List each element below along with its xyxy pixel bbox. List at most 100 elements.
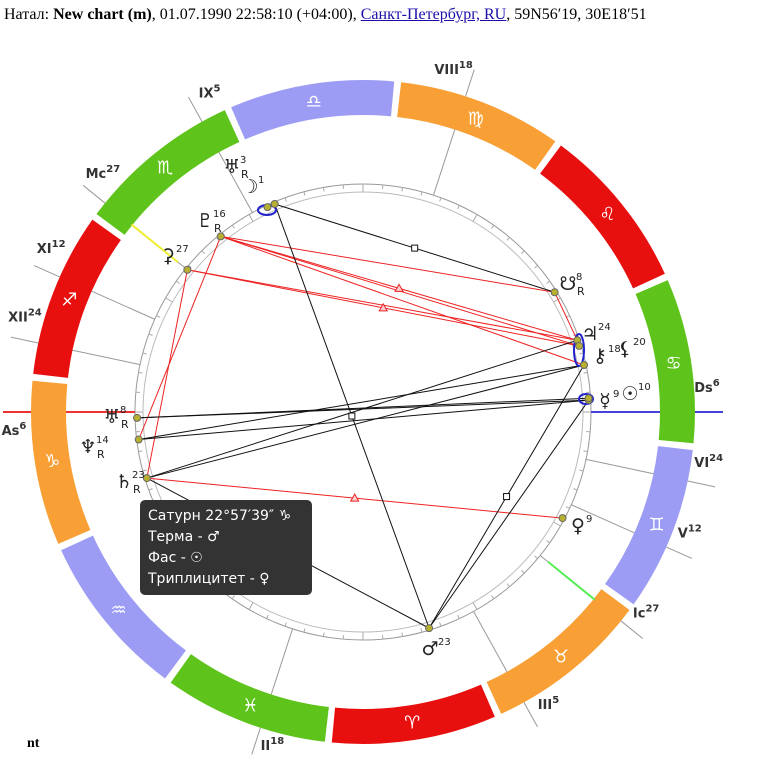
- degree-tick: [284, 622, 287, 627]
- angle-axis: [547, 561, 596, 601]
- sign-glyph: ♎: [306, 91, 322, 112]
- degree-tick: [472, 602, 478, 610]
- planet-dot: [134, 435, 143, 444]
- house-label: As6: [2, 421, 27, 439]
- sign-glyph: ♐: [61, 289, 77, 310]
- degree-tick: [579, 469, 584, 472]
- house-degree: 18: [270, 736, 284, 747]
- sign-glyph: ♋: [666, 353, 682, 374]
- conjunction-mark: [573, 333, 585, 367]
- house-label: VI24: [694, 453, 723, 471]
- planet-dot: [584, 394, 593, 403]
- house-label: XII24: [8, 307, 42, 325]
- house-cusp: [585, 458, 654, 475]
- house-outer: [188, 96, 203, 122]
- degree-tick: [521, 570, 525, 574]
- place-link[interactable]: Санкт-Петербург, RU: [360, 6, 507, 23]
- planet-glyph: ☽: [241, 176, 258, 198]
- planet-dot: [580, 361, 589, 370]
- house-outer: [10, 336, 39, 344]
- aspect-symbol: [378, 302, 389, 312]
- sign-segment: [540, 145, 665, 289]
- planet-glyph: ♆: [79, 436, 96, 458]
- coords: , 59N56′19, 30E18′51: [506, 6, 647, 23]
- sign-segment: [635, 280, 695, 444]
- chart-name: New chart (m): [53, 6, 152, 23]
- planet-degree: 9: [613, 389, 619, 400]
- aspect-line: [220, 235, 555, 293]
- sign-segment: [486, 589, 630, 714]
- degree-tick: [565, 506, 570, 509]
- house-label: II18: [261, 736, 285, 754]
- degree-tick: [579, 352, 584, 355]
- planet-glyph: ♇: [196, 210, 213, 232]
- degree-tick: [420, 191, 423, 196]
- degree-tick: [165, 297, 173, 303]
- house-outer: [666, 546, 693, 559]
- degree-tick: [142, 352, 147, 355]
- house-name: VI: [694, 456, 709, 471]
- tooltip-line: Триплицитет - ♀: [148, 571, 270, 587]
- planet-degree: 1: [258, 175, 264, 186]
- planet-glyph: ⚷: [593, 345, 607, 367]
- sign-segment: [397, 82, 556, 170]
- house-outer: [620, 620, 644, 639]
- house-degree: 24: [709, 453, 723, 464]
- sign-glyph: ♈: [404, 713, 420, 734]
- planet-degree: 8: [576, 272, 582, 283]
- house-cusp: [91, 290, 155, 320]
- aspect-line: [146, 364, 585, 479]
- planet-dot: [550, 288, 559, 297]
- house-degree: 6: [713, 378, 720, 389]
- planet-degree: 24: [598, 322, 611, 333]
- aspect-line: [137, 399, 589, 419]
- aspect-symbol: [349, 493, 360, 502]
- sign-glyph: ♍: [468, 108, 484, 129]
- degree-tick: [231, 595, 235, 600]
- degree-tick: [142, 469, 147, 472]
- house-label: III5: [538, 695, 560, 713]
- house-label: V12: [678, 523, 702, 541]
- planet-degree: 14: [96, 435, 109, 446]
- house-cusp: [218, 151, 253, 213]
- house-cusp: [473, 611, 508, 673]
- aspect-symbol: [394, 283, 404, 292]
- house-name: Ic: [633, 607, 646, 622]
- planet-retro: R: [241, 168, 249, 181]
- angle-axis: [130, 223, 179, 263]
- house-name: VIII: [434, 63, 459, 78]
- house-cusp: [571, 504, 635, 534]
- house-name: XII: [8, 310, 28, 325]
- aspect-line: [146, 269, 188, 479]
- degree-tick: [322, 187, 325, 192]
- degree-tick: [148, 333, 153, 336]
- planet-glyph: ♀: [571, 515, 585, 537]
- sign-segment: [605, 446, 693, 605]
- sign-segment: [33, 219, 121, 378]
- house-outer: [251, 727, 261, 755]
- aspect-line: [138, 399, 589, 441]
- degree-tick: [175, 280, 180, 284]
- planet-degree: 23: [438, 637, 451, 648]
- degree-tick: [138, 450, 143, 453]
- degree-tick: [472, 214, 478, 222]
- planet-dot: [270, 199, 279, 208]
- house-label: IX5: [199, 83, 221, 101]
- degree-tick: [534, 265, 538, 269]
- house-cusp: [432, 129, 456, 196]
- house-degree: 12: [688, 523, 702, 534]
- house-outer: [523, 702, 538, 728]
- planet-retro: R: [121, 418, 129, 431]
- degree-tick: [284, 197, 287, 202]
- degree-tick: [439, 197, 442, 202]
- sign-glyph: ♉: [553, 646, 569, 667]
- aspect-line: [428, 399, 590, 629]
- degree-tick: [521, 250, 525, 254]
- degree-tick: [138, 371, 143, 374]
- degree-tick: [401, 632, 404, 637]
- prefix: Натал:: [4, 6, 50, 23]
- house-degree: 27: [106, 164, 120, 175]
- aspect-symbol: [348, 412, 356, 420]
- footer: nt: [27, 736, 40, 751]
